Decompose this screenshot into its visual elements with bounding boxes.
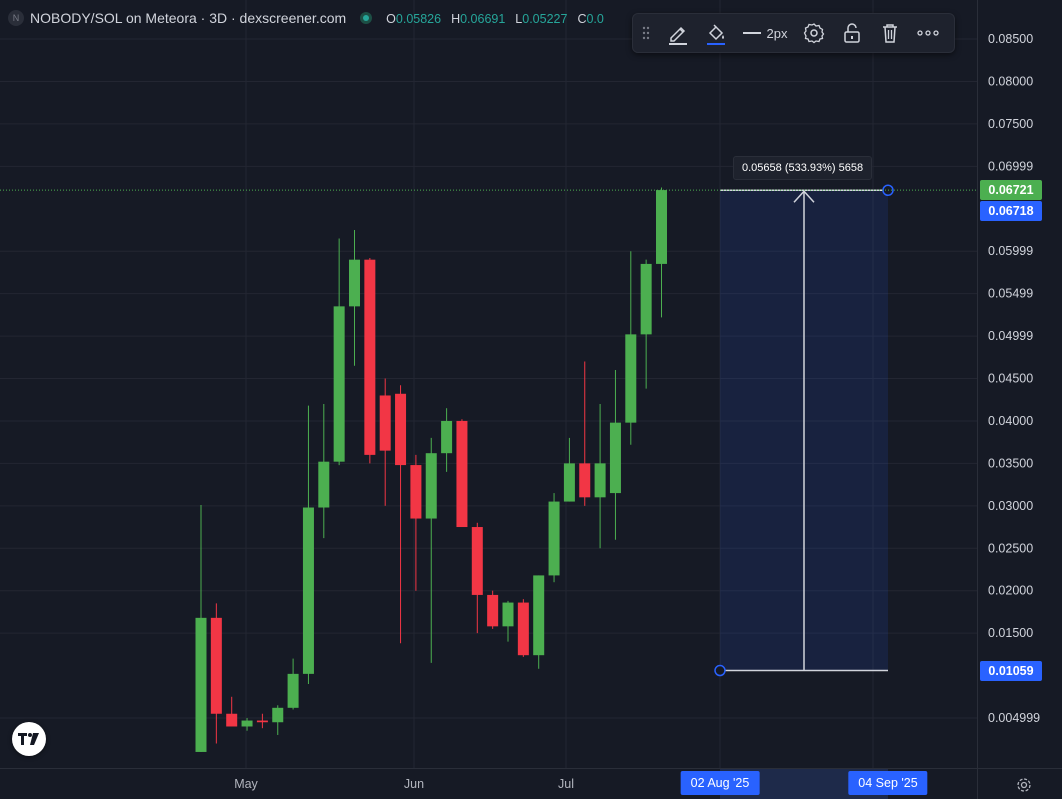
- more-button[interactable]: [909, 14, 947, 52]
- candle-body: [533, 575, 544, 655]
- drawing-toolbar: 2px: [632, 13, 955, 53]
- time-axis[interactable]: May Jun Jul 02 Aug '25 04 Sep '25: [0, 768, 977, 799]
- settings-button[interactable]: [795, 14, 833, 52]
- line-color-button[interactable]: [659, 14, 697, 52]
- candle-body: [564, 463, 575, 501]
- ohlc-open: O0.05826: [386, 10, 445, 26]
- settings-gear-icon[interactable]: [1016, 777, 1032, 793]
- symbol-logo: N: [8, 10, 24, 26]
- candlestick-chart[interactable]: [0, 0, 977, 768]
- candle-body: [257, 721, 268, 723]
- price-tick-label: 0.02000: [988, 584, 1033, 598]
- candle-body: [318, 462, 329, 508]
- price-tick-label: 0.01500: [988, 626, 1033, 640]
- chart-legend: N NOBODY/SOL on Meteora · 3D · dexscreen…: [8, 8, 608, 28]
- symbol-title[interactable]: NOBODY/SOL on Meteora · 3D · dexscreener…: [30, 10, 346, 26]
- price-tick-label: 0.08000: [988, 74, 1033, 88]
- price-tick-label: 0.03500: [988, 456, 1033, 470]
- price-tick-label: 0.06999: [988, 159, 1033, 173]
- trash-icon: [880, 22, 900, 44]
- ohlc-close: C0.0: [577, 10, 607, 26]
- time-label-jun: Jun: [404, 777, 424, 791]
- drag-grip-icon[interactable]: [633, 14, 659, 52]
- candle-body: [380, 395, 391, 450]
- candle-body: [395, 394, 406, 465]
- candle-body: [211, 618, 222, 714]
- measure-top-price-badge: 0.06718: [980, 201, 1042, 221]
- axis-settings-corner: [977, 768, 1062, 799]
- candle-body: [610, 423, 621, 493]
- candle-body: [242, 721, 253, 727]
- candle-body: [288, 674, 299, 708]
- candle-body: [641, 264, 652, 334]
- price-tick-label: 0.03000: [988, 499, 1033, 513]
- lock-button[interactable]: [833, 14, 871, 52]
- more-icon: [917, 30, 939, 36]
- line-width-button[interactable]: 2px: [735, 14, 795, 52]
- price-tick-label: 0.04999: [988, 329, 1033, 343]
- measure-start-date-badge: 02 Aug '25: [681, 771, 760, 795]
- line-width-icon: [743, 31, 761, 35]
- price-axis[interactable]: 0.08500 0.08000 0.07500 0.06999 0.05999 0.054…: [977, 0, 1062, 768]
- pencil-icon: [666, 21, 690, 45]
- line-width-label: 2px: [767, 26, 788, 41]
- delete-button[interactable]: [871, 14, 909, 52]
- gear-icon: [803, 22, 825, 44]
- candle-body: [503, 603, 514, 627]
- candle-body: [595, 463, 606, 497]
- candle-body: [272, 708, 283, 722]
- measure-bottom-price-badge: 0.01059: [980, 661, 1042, 681]
- candle-body: [549, 502, 560, 576]
- price-tick-label: 0.05999: [988, 244, 1033, 258]
- time-label-jul: Jul: [558, 777, 574, 791]
- ohlc-low: L0.05227: [515, 10, 571, 26]
- price-tick-label: 0.02500: [988, 541, 1033, 555]
- chart-pane[interactable]: N NOBODY/SOL on Meteora · 3D · dexscreen…: [0, 0, 977, 768]
- tradingview-logo-icon[interactable]: [12, 722, 46, 756]
- time-label-may: May: [234, 777, 258, 791]
- price-tick-label: 0.05499: [988, 287, 1033, 301]
- candle-body: [410, 465, 421, 518]
- candle-body: [625, 334, 636, 422]
- price-tick-label: 0.04500: [988, 372, 1033, 386]
- measure-end-date-badge: 04 Sep '25: [848, 771, 927, 795]
- measure-label: 0.05658 (533.93%) 5658: [733, 156, 872, 180]
- unlock-icon: [842, 22, 862, 44]
- candle-body: [426, 453, 437, 518]
- price-tick-label: 0.07500: [988, 117, 1033, 131]
- candle-body: [472, 527, 483, 595]
- paint-bucket-icon: [704, 21, 728, 45]
- candle-body: [656, 190, 667, 264]
- candle-body: [364, 260, 375, 455]
- price-tick-label: 0.004999: [988, 711, 1040, 725]
- candle-body: [579, 463, 590, 497]
- ohlc-high: H0.06691: [451, 10, 509, 26]
- price-tick-label: 0.04000: [988, 414, 1033, 428]
- candle-body: [226, 714, 237, 727]
- market-status-icon: [360, 12, 372, 24]
- fill-color-button[interactable]: [697, 14, 735, 52]
- candle-body: [349, 260, 360, 307]
- candle-body: [441, 421, 452, 453]
- candle-body: [196, 618, 207, 752]
- candle-body: [303, 508, 314, 674]
- measure-handle-bottom[interactable]: [715, 666, 725, 676]
- candle-body: [456, 421, 467, 527]
- candle-body: [518, 603, 529, 656]
- candle-body: [487, 595, 498, 626]
- last-price-badge: 0.06721: [980, 180, 1042, 200]
- candle-body: [334, 306, 345, 461]
- price-tick-label: 0.08500: [988, 32, 1033, 46]
